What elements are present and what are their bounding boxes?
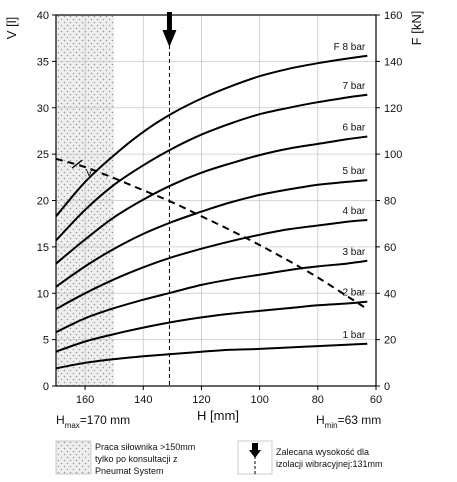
hmax-label-base: H bbox=[56, 413, 65, 427]
legend-hatch-line-2: tylko po konsultacji z bbox=[95, 454, 178, 464]
x-axis-label: H [mm] bbox=[197, 408, 239, 423]
volume-label-pointer bbox=[71, 159, 83, 169]
series-label: 2 bar bbox=[342, 288, 365, 299]
axis-ticks: 0 5 10 15 20 25 30 35 40 0 20 40 60 80 100 120 140 160 160… bbox=[37, 10, 403, 406]
y-left-tick-label: 40 bbox=[37, 10, 49, 22]
series-line-3-bar bbox=[55, 259, 368, 334]
y-right-tick-label: 20 bbox=[384, 335, 396, 347]
x-tick-label: 80 bbox=[312, 394, 324, 406]
legend-hatch-line-1: Praca siłownika >150mm bbox=[95, 442, 195, 452]
y-right-tick-label: 80 bbox=[384, 196, 396, 208]
series-line-7-bar bbox=[55, 93, 368, 242]
y-right-tick-label: 100 bbox=[384, 149, 402, 161]
y-left-tick-label: 30 bbox=[37, 103, 49, 115]
x-tick-label: 120 bbox=[192, 394, 210, 406]
series-label: 7 bar bbox=[342, 81, 365, 92]
legend-arrow-line-2: izolacji wibracyjnej:131mm bbox=[276, 459, 383, 469]
series-line-5-bar bbox=[55, 179, 368, 288]
grid bbox=[56, 15, 376, 386]
series-label: F 8 bar bbox=[334, 42, 366, 53]
y-right-tick-label: 140 bbox=[384, 56, 402, 68]
y-right-tick-label: 60 bbox=[384, 242, 396, 254]
series-label: 6 bar bbox=[342, 123, 365, 134]
y-axis-right-label: F [kN] bbox=[409, 11, 424, 46]
legend-hatch-swatch bbox=[55, 440, 92, 475]
y-left-tick-label: 20 bbox=[37, 196, 49, 208]
volume-line bbox=[55, 157, 368, 310]
y-left-tick-label: 25 bbox=[37, 149, 49, 161]
recommended-arrow-icon bbox=[162, 12, 177, 47]
hmin-label-base: H bbox=[316, 413, 325, 427]
y-left-tick-label: 10 bbox=[37, 288, 49, 300]
y-left-tick-label: 5 bbox=[43, 335, 49, 347]
y-left-tick-label: 35 bbox=[37, 56, 49, 68]
series-label: 4 bar bbox=[342, 206, 365, 217]
y-axis-left-label: V [l] bbox=[4, 17, 19, 39]
x-tick-label: 160 bbox=[76, 394, 94, 406]
series-line-6-bar bbox=[55, 135, 368, 265]
y-right-tick-label: 40 bbox=[384, 288, 396, 300]
hmin-label-rest: =63 mm bbox=[338, 413, 382, 427]
hmax-label-sub: max bbox=[65, 421, 80, 430]
series-label: 1 bar bbox=[342, 330, 365, 341]
y-right-tick-label: 0 bbox=[384, 381, 390, 393]
x-tick-label: 140 bbox=[134, 394, 152, 406]
recommended-arrow-shaft bbox=[166, 12, 172, 31]
hmax-label-rest: =170 mm bbox=[80, 413, 130, 427]
y-left-tick-label: 0 bbox=[43, 381, 49, 393]
hmin-label-sub: min bbox=[325, 421, 338, 430]
y-right-tick-label: 120 bbox=[384, 103, 402, 115]
hmax-label: Hmax=170 mm bbox=[56, 413, 130, 430]
recommended-arrow-head bbox=[162, 30, 177, 47]
series-line-1-bar bbox=[55, 342, 368, 370]
legend-arrow-icon bbox=[249, 443, 261, 458]
y-right-tick-label: 160 bbox=[384, 10, 402, 22]
legend-hatch-line-3: Pneumat System bbox=[95, 466, 164, 476]
legend-hatch-text: Praca siłownika >150mm tylko po konsulta… bbox=[95, 442, 198, 476]
series-line-f-8-bar bbox=[55, 54, 368, 217]
series-line-2-bar bbox=[55, 300, 368, 353]
x-tick-label: 100 bbox=[250, 394, 268, 406]
hmin-label: Hmin=63 mm bbox=[316, 413, 381, 430]
series-label: 3 bar bbox=[342, 247, 365, 258]
series-labels: 1 bar 2 bar 3 bar 4 bar 5 bar 6 bar 7 bar F 8 b… bbox=[71, 42, 366, 341]
x-tick-label: 60 bbox=[370, 394, 382, 406]
series-layer bbox=[55, 54, 368, 370]
legend-arrow-text: Zalecana wysokość dla izolacji wibracyjn… bbox=[276, 447, 383, 469]
series-line-4-bar bbox=[55, 219, 368, 310]
y-left-tick-label: 15 bbox=[37, 242, 49, 254]
series-label: 5 bar bbox=[342, 166, 365, 177]
legend-arrow-line-1: Zalecana wysokość dla bbox=[276, 447, 369, 457]
volume-label: V bbox=[86, 168, 93, 179]
